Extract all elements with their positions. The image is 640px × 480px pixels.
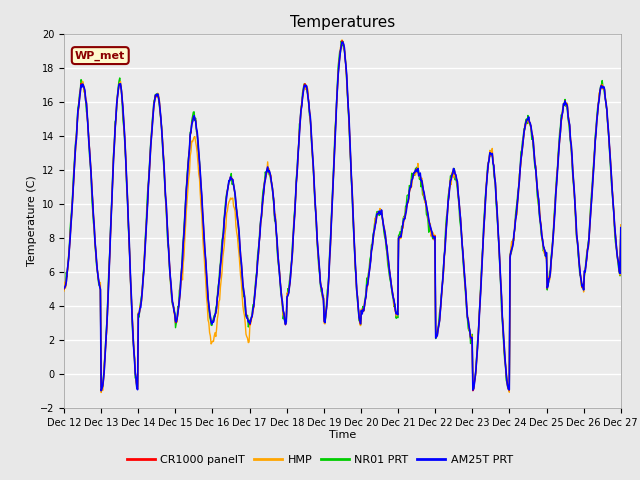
Legend: CR1000 panelT, HMP, NR01 PRT, AM25T PRT: CR1000 panelT, HMP, NR01 PRT, AM25T PRT [123, 451, 517, 469]
Y-axis label: Temperature (C): Temperature (C) [27, 175, 37, 266]
Title: Temperatures: Temperatures [290, 15, 395, 30]
Text: WP_met: WP_met [75, 50, 125, 60]
X-axis label: Time: Time [329, 431, 356, 441]
